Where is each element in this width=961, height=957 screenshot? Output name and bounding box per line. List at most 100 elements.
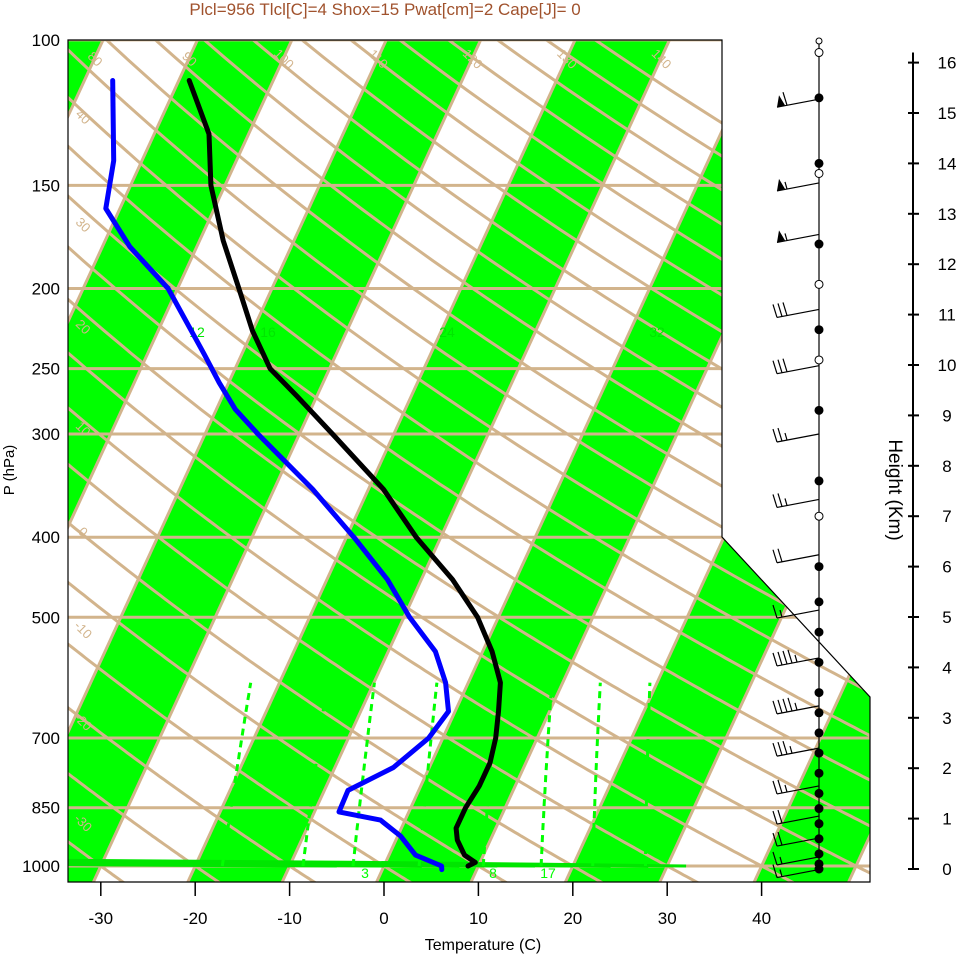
height-tick-label: 6 [942,558,951,577]
pressure-tick-label: 200 [32,280,60,299]
dry-adiabat-line [68,40,870,882]
x-tick-label: -30 [89,909,114,928]
wind-barb-feather [787,649,793,664]
isotherm-label: 20 [719,231,746,258]
wind-barb-flag [777,178,785,191]
wind-barb-feather [772,742,778,757]
wind-barb-flag [777,95,785,108]
dry-adiabat-line [68,40,870,882]
height-tick-label: 9 [942,406,951,425]
wind-barb-shaft [776,785,820,795]
x-tick-label: -10 [277,909,302,928]
isotherm-label: 150 [743,46,769,72]
wind-barb-shaft [776,856,820,866]
moist-adiabat-lines [68,832,687,868]
wind-barb-feather [777,779,783,794]
mixing-ratio-line [644,682,652,866]
dry-adiabat-line [160,40,870,882]
height-tick-label: 8 [942,457,951,476]
isotherm-label: 70 [0,49,11,70]
x-axis-label: Temperature (C) [425,937,541,954]
dry-adiabat-line [68,40,870,882]
wind-barb-half-feather [794,702,798,711]
height-tick-label: 0 [942,860,951,879]
height-marker [814,748,824,758]
wind-barb-feather [782,92,788,106]
wind-barb-feather [772,549,778,563]
dry-adiabat-line [68,40,227,882]
isotherm-band [754,40,870,882]
mixing-ratio-label: 3 [361,865,369,881]
mixing-ratio-lines [220,682,652,867]
height-marker [814,804,824,814]
wind-barb-feather [777,831,783,846]
height-tick-label: 15 [938,104,957,123]
wind-barb-shaft [776,815,820,825]
height-marker [814,48,824,58]
isotherm-band [187,40,670,882]
height-tick-label: 5 [942,608,951,627]
wind-barb-feather [772,832,778,847]
wind-barb-feather [772,864,778,878]
plot-area: 5060708090100110120130140150160302010010… [0,2,870,887]
dry-adiabat-line [68,40,870,882]
pressure-tick-label: 100 [32,31,60,50]
height-axis-label: Height (Km) [884,439,905,540]
height-tick-label: 2 [942,759,951,778]
x-tick-label: -20 [183,909,208,928]
wind-barb-feather [777,699,783,714]
wind-barb-shaft [776,705,820,715]
wind-barb-half-feather [794,654,798,663]
wind-barb-feather [777,741,783,756]
pressure-tick-label: 500 [32,608,60,627]
height-marker [814,788,824,798]
sounding-profiles [103,78,503,873]
height-marker [814,279,824,289]
mixing-ratio-line [301,682,329,867]
wind-barb-shaft [776,554,820,564]
height-tick-label: 3 [942,709,951,728]
isotherm-band [68,40,292,882]
wind-barb-feather [772,494,778,508]
wind-barb-feather [777,427,783,442]
height-tick-label: 12 [938,255,957,274]
height-marker [814,728,824,738]
pressure-tick-label: 300 [32,425,60,444]
wind-barb-feather [782,650,788,665]
dry-adiabat-line [68,40,515,882]
height-marker [814,158,824,168]
wind-barb-feather [782,358,788,372]
wind-barb-half-feather [784,784,788,793]
pressure-tick-label: 850 [32,799,60,818]
dry-adiabat-line [68,40,870,882]
wind-barb-column [772,37,824,879]
wind-barb-shaft [776,433,820,443]
wind-barb-feather [772,810,778,825]
dry-adiabat-line [68,40,803,882]
height-tick-label: 4 [942,658,951,677]
height-marker [814,627,824,637]
isotherm-line [375,40,766,882]
height-tick-label: 11 [938,306,956,325]
wind-barb-shaft [776,868,820,879]
x-tick-label: 20 [563,909,582,928]
wind-barb-feather [782,740,788,755]
dry-adiabat-line [0,2,34,887]
wind-barb-feather [772,652,778,667]
wind-barb-half-feather [784,498,788,506]
height-marker [814,562,824,572]
height-marker [814,325,824,335]
wind-barb-feather [782,698,788,713]
height-tick-label: 16 [938,54,957,73]
isotherm-line [68,40,199,882]
mixing-ratio-label: 8 [489,865,497,881]
x-tick-label: 40 [752,909,771,928]
height-marker [814,239,824,249]
dry-adiabat-line [68,40,323,882]
moist-adiabat-label: 24 [439,324,455,340]
wind-barb-flag [777,230,785,243]
wind-barb-feather [777,493,783,507]
height-marker [814,708,824,718]
